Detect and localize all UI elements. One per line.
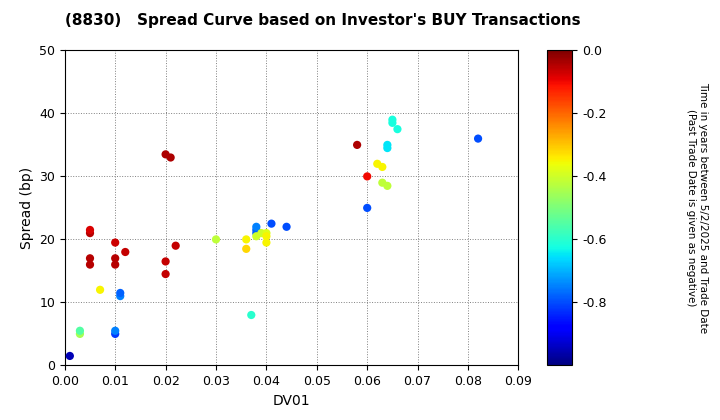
Point [74,331,86,337]
Point [64,353,76,360]
Point [160,151,171,158]
Point [377,179,388,186]
Point [382,142,393,148]
Point [84,261,96,268]
Point [351,142,363,148]
Point [160,258,171,265]
Point [261,233,272,239]
X-axis label: DV01: DV01 [273,394,310,408]
Point [240,236,252,243]
Point [94,286,106,293]
Point [109,331,121,337]
Point [266,220,277,227]
Point [114,290,126,297]
Point [210,236,222,243]
Point [109,328,121,334]
Point [387,116,398,123]
Point [361,205,373,211]
Point [281,223,292,230]
Text: (8830)   Spread Curve based on Investor's BUY Transactions: (8830) Spread Curve based on Investor's … [65,13,580,28]
Point [240,245,252,252]
Point [472,135,484,142]
Point [84,255,96,262]
Point [109,255,121,262]
Point [114,293,126,299]
Point [372,160,383,167]
Point [74,328,86,334]
Point [382,144,393,151]
Point [251,223,262,230]
Point [84,227,96,234]
Point [361,173,373,180]
Point [261,230,272,236]
Point [120,249,131,255]
Point [256,230,267,236]
Point [251,227,262,234]
Y-axis label: Time in years between 5/2/2025 and Trade Date
(Past Trade Date is given as negat: Time in years between 5/2/2025 and Trade… [686,82,708,333]
Point [170,242,181,249]
Point [392,126,403,132]
Point [387,119,398,126]
Point [160,270,171,277]
Point [165,154,176,161]
Point [382,182,393,189]
Point [251,230,262,236]
Point [84,230,96,236]
Y-axis label: Spread (bp): Spread (bp) [19,167,34,249]
Point [246,312,257,318]
Point [261,239,272,246]
Point [109,261,121,268]
Point [251,233,262,239]
Point [109,239,121,246]
Point [377,163,388,171]
